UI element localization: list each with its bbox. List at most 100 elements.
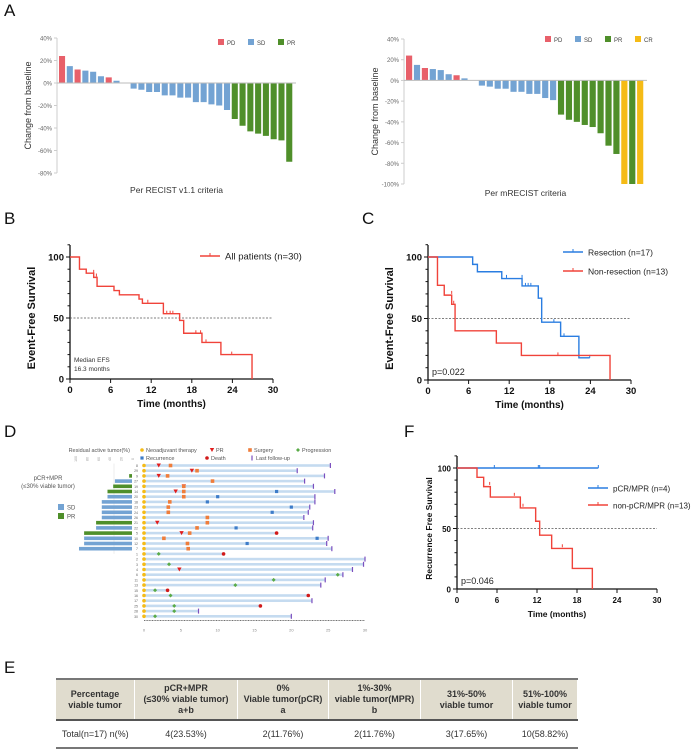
patient-id: 5	[136, 532, 138, 536]
bar-sd	[494, 80, 501, 89]
legend-swatch-pr	[278, 39, 284, 45]
table-row: Total(n=17) n(%) 4(23.53%) 2(11.76%) 2(1…	[56, 720, 578, 748]
viable-tumor-table: Percentage viable tumor pCR+MPR (≤30% viab…	[56, 678, 578, 749]
patient-id: 6	[136, 573, 138, 577]
neoadjuvant-marker	[142, 578, 146, 582]
bar-sd	[534, 80, 541, 94]
bar-sd	[478, 80, 485, 86]
bar-sd	[461, 78, 468, 81]
bar-sd	[90, 71, 97, 83]
last-follow-up-marker	[320, 582, 322, 588]
y-axis-label: Change from baseline	[23, 61, 33, 149]
residual-bar-sd	[96, 526, 132, 530]
y-tick-label: 50	[411, 314, 422, 325]
neoadjuvant-marker	[142, 567, 146, 572]
legend-label: Non-resection (n=13)	[588, 267, 668, 277]
residual-bar-sd	[101, 515, 132, 520]
legend-label: Death	[211, 456, 226, 462]
y-tick-label: -40%	[38, 127, 53, 133]
x-tick-label: 30	[363, 628, 368, 633]
follow-up-bar	[144, 552, 224, 556]
x-tick-label: 24	[585, 386, 596, 397]
death-marker	[221, 552, 226, 556]
legend-swatch-sd	[248, 39, 254, 45]
surgery-marker	[168, 463, 173, 468]
bar-pr	[231, 83, 238, 119]
patient-id: 24	[134, 511, 138, 515]
pr-marker	[155, 520, 160, 525]
pr-marker	[177, 567, 182, 572]
residual-bar-pr	[129, 474, 132, 478]
p-value: p=0.022	[432, 367, 465, 377]
x-tick-label: 0	[67, 385, 72, 396]
bar-pr	[557, 80, 565, 115]
surgery-marker	[181, 489, 186, 494]
neoadjuvant-marker	[142, 468, 146, 473]
last-follow-up-marker	[314, 499, 316, 505]
left-axis-tick: 80	[85, 457, 89, 461]
x-tick-label: 0	[455, 596, 460, 605]
y-axis-label: Event-Free Survival	[384, 267, 396, 370]
legend-label: Surgery	[254, 448, 274, 454]
follow-up-bar	[144, 474, 325, 478]
last-follow-up-marker	[323, 473, 326, 479]
bar-sd	[130, 83, 137, 89]
progression-marker	[153, 614, 158, 619]
bar-sd	[208, 83, 215, 105]
patient-id: 20	[134, 495, 138, 499]
progression-marker	[167, 562, 172, 567]
recurrence-marker	[315, 536, 319, 540]
left-legend-swatch-sd	[58, 504, 64, 510]
bar-sd	[502, 80, 509, 89]
neoadjuvant-marker	[142, 526, 146, 530]
follow-up-bar	[144, 542, 327, 545]
neoadjuvant-marker	[142, 598, 146, 603]
residual-bar-sd	[101, 510, 132, 515]
patient-id: 14	[134, 490, 138, 494]
y-tick-label: 0%	[43, 82, 52, 88]
annotation: 16.3 months	[74, 366, 111, 373]
x-tick-label: 15	[252, 628, 257, 633]
y-tick-label: -60%	[38, 149, 53, 155]
km-chart-all-patients: 0 50 100 0 6 12 18 24 30 Time (months) Event-Free …	[26, 244, 302, 410]
y-tick-label: 20%	[40, 59, 53, 65]
bar-sd	[161, 83, 168, 96]
bar-sd	[518, 80, 525, 92]
neoadjuvant-marker	[142, 546, 146, 551]
bar-pd	[59, 56, 66, 83]
neoadjuvant-marker	[142, 463, 146, 468]
recurrence-marker	[234, 526, 238, 530]
x-tick-label: 5	[180, 628, 183, 633]
neoadjuvant-marker	[142, 541, 146, 546]
header-line: viable tumor	[518, 699, 572, 710]
surgery-marker	[195, 468, 199, 473]
legend-label: Last follow-up	[256, 456, 290, 462]
legend-swatch-cr	[635, 36, 641, 42]
neoadjuvant-marker	[142, 609, 146, 613]
last-follow-up-marker	[312, 520, 315, 526]
bar-sd	[146, 83, 153, 92]
patient-id: 8	[136, 464, 138, 468]
header-line: pCR+MPR	[164, 683, 208, 693]
follow-up-bar	[144, 505, 310, 509]
progression-marker	[233, 583, 238, 588]
patient-id: 21	[134, 521, 138, 525]
neoadjuvant-marker	[142, 494, 146, 499]
surgery-marker	[167, 500, 172, 504]
annotation: Median EFS	[74, 357, 110, 364]
last-follow-up-marker	[312, 483, 315, 489]
y-tick-label: 50	[442, 525, 451, 534]
legend-label: PR	[287, 41, 296, 47]
residual-bar-sd	[101, 500, 132, 504]
bar-sd	[413, 64, 421, 81]
last-follow-up-marker	[314, 494, 316, 500]
patient-id: 29	[134, 469, 138, 473]
follow-up-bar	[144, 537, 329, 540]
follow-up-bar	[144, 531, 277, 535]
follow-up-bar	[144, 526, 313, 530]
x-tick-label: 6	[466, 386, 471, 397]
legend-label: non-pCR/MPR (n=13)	[613, 502, 691, 511]
progression-marker	[172, 603, 177, 608]
follow-up-bar	[144, 563, 364, 566]
follow-up-bar	[144, 479, 305, 483]
